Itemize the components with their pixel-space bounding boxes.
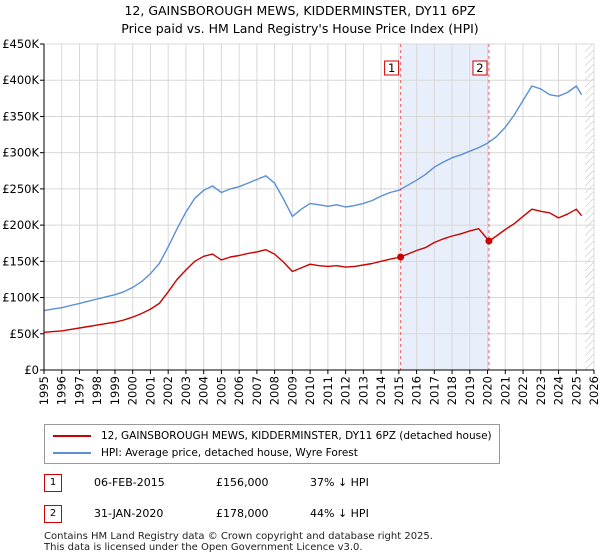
x-tick-label: 2014 — [374, 376, 388, 405]
x-tick-label: 2001 — [143, 376, 157, 405]
x-tick-label: 2024 — [552, 376, 566, 405]
x-tick-label: 2006 — [232, 376, 246, 405]
y-tick-label: £250K — [2, 182, 39, 196]
x-tick-label: 2023 — [534, 376, 548, 405]
x-tick-label: 2010 — [303, 376, 317, 405]
y-tick-label: £100K — [2, 291, 39, 305]
y-tick-label: £200K — [2, 218, 39, 232]
x-tick-label: 2017 — [427, 376, 441, 405]
legend-swatch-hpi — [53, 452, 91, 454]
sale-hpi-1: 37% ↓ HPI — [310, 476, 369, 489]
y-tick-label: £350K — [2, 109, 39, 123]
x-tick-label: 2004 — [197, 376, 211, 405]
y-tick-label: £300K — [2, 146, 39, 160]
y-tick-label: £400K — [2, 73, 39, 87]
x-tick-label: 1996 — [55, 376, 69, 405]
sale-period-shade — [400, 44, 489, 370]
y-tick-label: £150K — [2, 254, 39, 268]
title-line-1: 12, GAINSBOROUGH MEWS, KIDDERMINSTER, DY… — [124, 3, 476, 18]
x-tick-label: 2009 — [285, 376, 299, 405]
x-tick-label: 2005 — [214, 376, 228, 405]
footer: Contains HM Land Registry data © Crown c… — [44, 531, 433, 553]
series-line-hpi — [43, 85, 583, 312]
x-tick-label: 2002 — [161, 376, 175, 405]
y-tick-label: £450K — [2, 37, 39, 51]
sale-date-1: 06-FEB-2015 — [94, 476, 165, 489]
sale-badge-2: 2 — [44, 505, 62, 523]
footer-line-2: This data is licensed under the Open Gov… — [44, 542, 363, 553]
sale-1-box-label: 1 — [388, 61, 395, 75]
price-chart: 1 2 £0 £50K £100K £150K £200K £250K £300K £350K £… — [2, 37, 600, 405]
y-tick-label: £0 — [24, 363, 39, 377]
x-tick-label: 2016 — [410, 376, 424, 405]
x-tick-label: 2015 — [392, 376, 406, 405]
x-tick-label: 1999 — [108, 376, 122, 405]
future-hatch — [585, 44, 594, 370]
sale-badge-1: 1 — [44, 474, 62, 492]
sale-2-point — [485, 237, 493, 245]
series-line-property — [43, 208, 583, 333]
x-tick-label: 2013 — [356, 376, 370, 405]
x-tick-label: 2020 — [481, 376, 495, 405]
x-tick-label: 1997 — [72, 376, 86, 405]
x-tick-label: 2021 — [498, 376, 512, 405]
plot-area — [44, 44, 594, 370]
x-tick-label: 2019 — [463, 376, 477, 405]
y-tick-label: £50K — [10, 327, 40, 341]
legend-label-hpi: HPI: Average price, detached house, Wyre… — [101, 447, 358, 459]
sale-1-point — [397, 253, 405, 261]
legend-label-property: 12, GAINSBOROUGH MEWS, KIDDERMINSTER, DY… — [101, 430, 492, 442]
x-tick-label: 2011 — [321, 376, 335, 405]
legend-swatch-property — [53, 435, 91, 437]
x-tick-label: 1998 — [90, 376, 104, 405]
sale-hpi-2: 44% ↓ HPI — [310, 507, 369, 520]
x-tick-label: 2012 — [339, 376, 353, 405]
x-tick-label: 2008 — [268, 376, 282, 405]
x-tick-label: 2000 — [126, 376, 140, 405]
x-tick-label: 2018 — [445, 376, 459, 405]
chart-title: 12, GAINSBOROUGH MEWS, KIDDERMINSTER, DY… — [0, 2, 600, 38]
sale-2-box-label: 2 — [476, 61, 483, 75]
x-tick-label: 2022 — [516, 376, 530, 405]
x-tick-label: 1995 — [37, 376, 51, 405]
sale-1-box — [384, 60, 400, 76]
x-tick-label: 2003 — [179, 376, 193, 405]
sale-price-1: £156,000 — [216, 476, 269, 489]
x-tick-label: 2025 — [569, 376, 583, 405]
sale-date-2: 31-JAN-2020 — [94, 507, 164, 520]
title-line-2: Price paid vs. HM Land Registry's House … — [121, 21, 479, 36]
legend: 12, GAINSBOROUGH MEWS, KIDDERMINSTER, DY… — [44, 424, 500, 464]
sale-price-2: £178,000 — [216, 507, 269, 520]
footer-line-1: Contains HM Land Registry data © Crown c… — [44, 531, 433, 542]
sale-2-box — [472, 60, 488, 76]
x-tick-label: 2026 — [587, 376, 600, 405]
x-tick-label: 2007 — [250, 376, 264, 405]
